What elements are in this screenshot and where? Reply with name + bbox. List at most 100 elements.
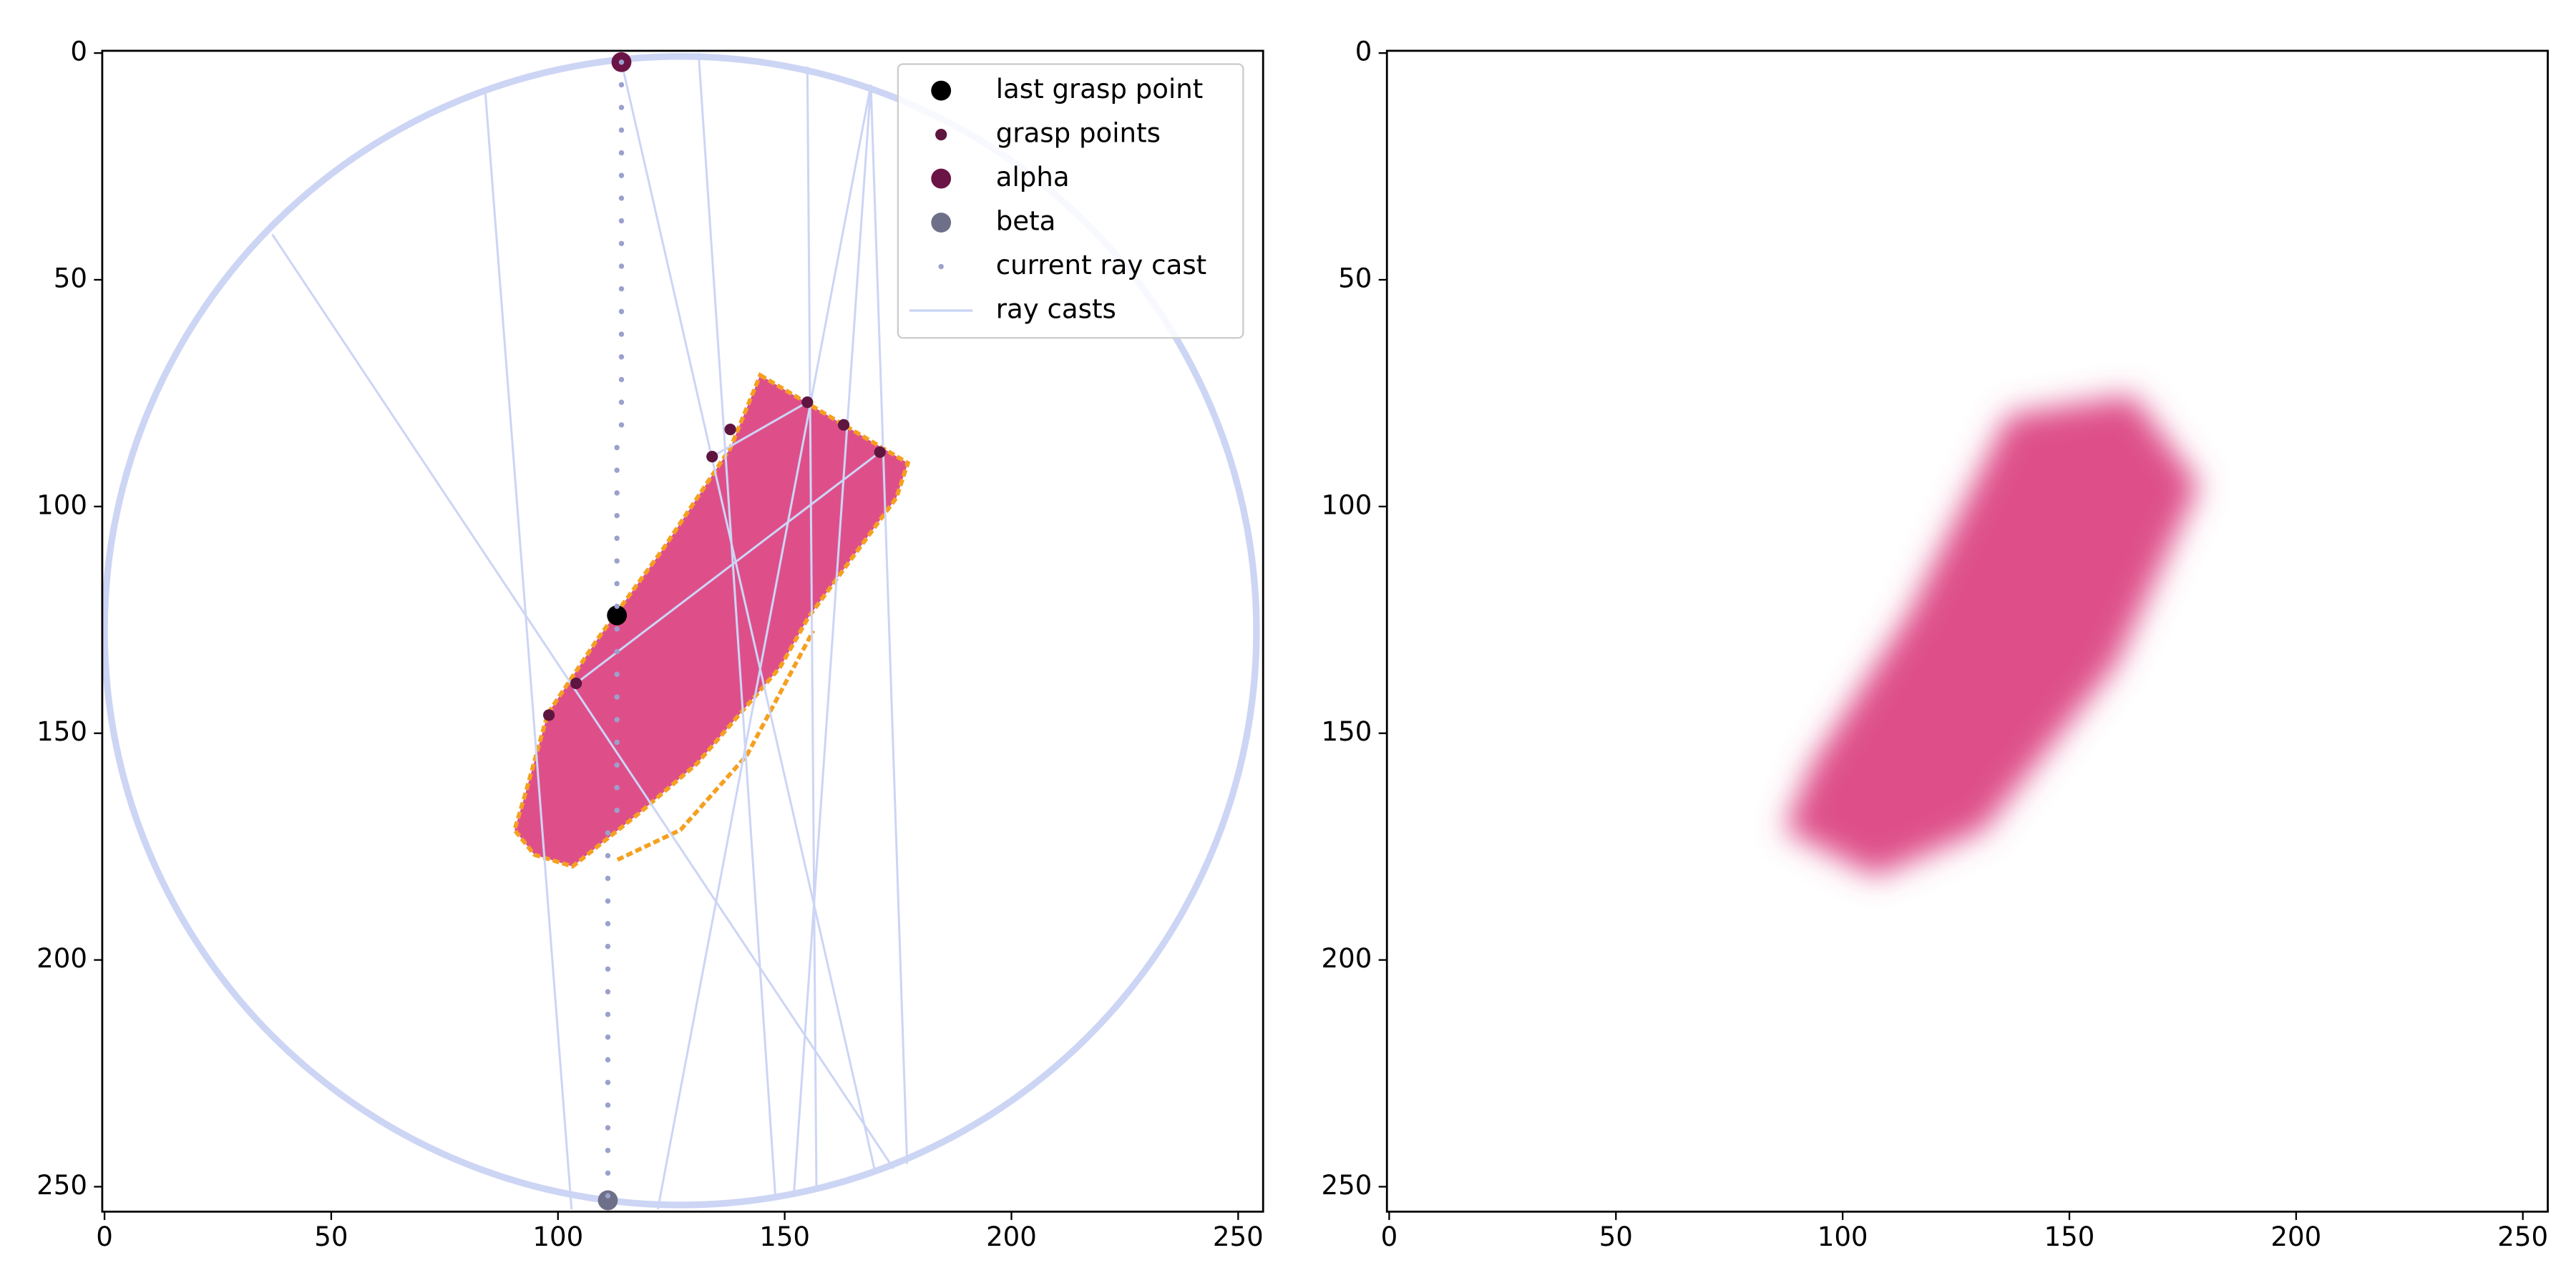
point — [618, 240, 625, 247]
ray-cast — [575, 451, 881, 685]
point — [614, 558, 620, 564]
ray-cast — [271, 233, 894, 1169]
y-tick-label: 250 — [36, 1170, 87, 1201]
legend-label: alpha — [996, 162, 1070, 192]
ray-cast — [711, 401, 809, 458]
x-tick-label: 200 — [2270, 1221, 2321, 1252]
y-tick-label: 0 — [1355, 36, 1372, 67]
point — [618, 376, 625, 383]
legend-marker — [931, 80, 952, 101]
x-tick-label: 100 — [1818, 1221, 1868, 1252]
point — [605, 853, 611, 859]
point — [618, 399, 625, 405]
point — [618, 422, 625, 428]
x-tick-label: 100 — [532, 1221, 583, 1252]
point — [874, 446, 886, 458]
legend-label: ray casts — [996, 293, 1116, 324]
point — [801, 396, 814, 409]
legend-marker — [931, 213, 952, 233]
point — [605, 966, 611, 972]
point — [614, 580, 620, 587]
ray-cast — [484, 94, 573, 1210]
point — [618, 331, 625, 337]
point — [605, 989, 611, 995]
legend-marker — [935, 129, 947, 141]
point — [614, 535, 620, 541]
point — [618, 82, 625, 88]
legend-marker — [938, 263, 944, 270]
point — [614, 490, 620, 496]
x-tick-label: 250 — [2497, 1221, 2548, 1252]
x-tick-label: 150 — [759, 1221, 810, 1252]
point — [614, 762, 620, 768]
y-tick-label: 50 — [1338, 263, 1372, 294]
right-image — [1784, 395, 2200, 877]
point — [605, 875, 611, 882]
x-tick-label: 50 — [1599, 1221, 1633, 1252]
ray-cast — [806, 67, 818, 1191]
point — [614, 694, 620, 700]
point — [614, 512, 620, 519]
point — [618, 218, 625, 224]
point — [618, 104, 625, 110]
point — [605, 1148, 611, 1153]
point — [605, 921, 611, 927]
point — [618, 308, 625, 315]
point — [605, 1170, 611, 1176]
point — [570, 677, 582, 690]
y-tick-label: 100 — [1322, 489, 1372, 520]
point — [605, 1034, 611, 1040]
point — [605, 943, 611, 950]
legend-marker — [931, 168, 952, 189]
point — [618, 172, 625, 178]
point — [618, 263, 625, 269]
point — [614, 626, 620, 632]
object-mask-blurred — [1784, 395, 2200, 877]
ray-cast — [697, 53, 777, 1201]
point — [597, 1190, 618, 1211]
point — [605, 1011, 611, 1018]
ray-circle — [101, 53, 1260, 1209]
point — [614, 603, 620, 609]
legend-label: beta — [996, 206, 1056, 237]
axes-frame — [1385, 49, 2549, 1213]
y-tick-label: 250 — [1322, 1170, 1372, 1201]
legend-label: last grasp point — [996, 74, 1204, 104]
point — [614, 648, 620, 655]
point — [605, 830, 611, 836]
y-tick-label: 200 — [1322, 943, 1372, 974]
legend-label: current ray cast — [996, 250, 1206, 280]
point — [605, 1079, 611, 1085]
point — [618, 59, 625, 65]
x-tick-label: 0 — [96, 1221, 113, 1252]
object-mask — [512, 372, 911, 869]
point — [605, 1057, 611, 1063]
point — [618, 195, 625, 201]
point — [605, 1102, 611, 1108]
object-outline — [616, 630, 816, 862]
y-tick-label: 200 — [36, 943, 87, 974]
point — [618, 127, 625, 133]
point — [618, 286, 625, 292]
legend-box — [897, 63, 1244, 339]
ray-cast — [792, 84, 872, 1196]
ray-cast — [656, 84, 872, 1210]
point — [724, 424, 736, 436]
legend-label: grasp points — [996, 118, 1161, 149]
axes-frame — [101, 49, 1264, 1213]
point — [618, 354, 625, 360]
x-tick-label: 150 — [2044, 1221, 2095, 1252]
x-tick-label: 50 — [314, 1221, 348, 1252]
y-tick-label: 50 — [54, 263, 87, 294]
point — [618, 150, 625, 156]
point — [614, 671, 620, 678]
y-tick-label: 150 — [1322, 716, 1372, 747]
ray-cast — [620, 62, 877, 1174]
point — [605, 1193, 611, 1199]
x-tick-label: 250 — [1213, 1221, 1264, 1252]
y-tick-label: 100 — [36, 489, 87, 520]
point — [614, 717, 620, 723]
point — [614, 785, 620, 791]
